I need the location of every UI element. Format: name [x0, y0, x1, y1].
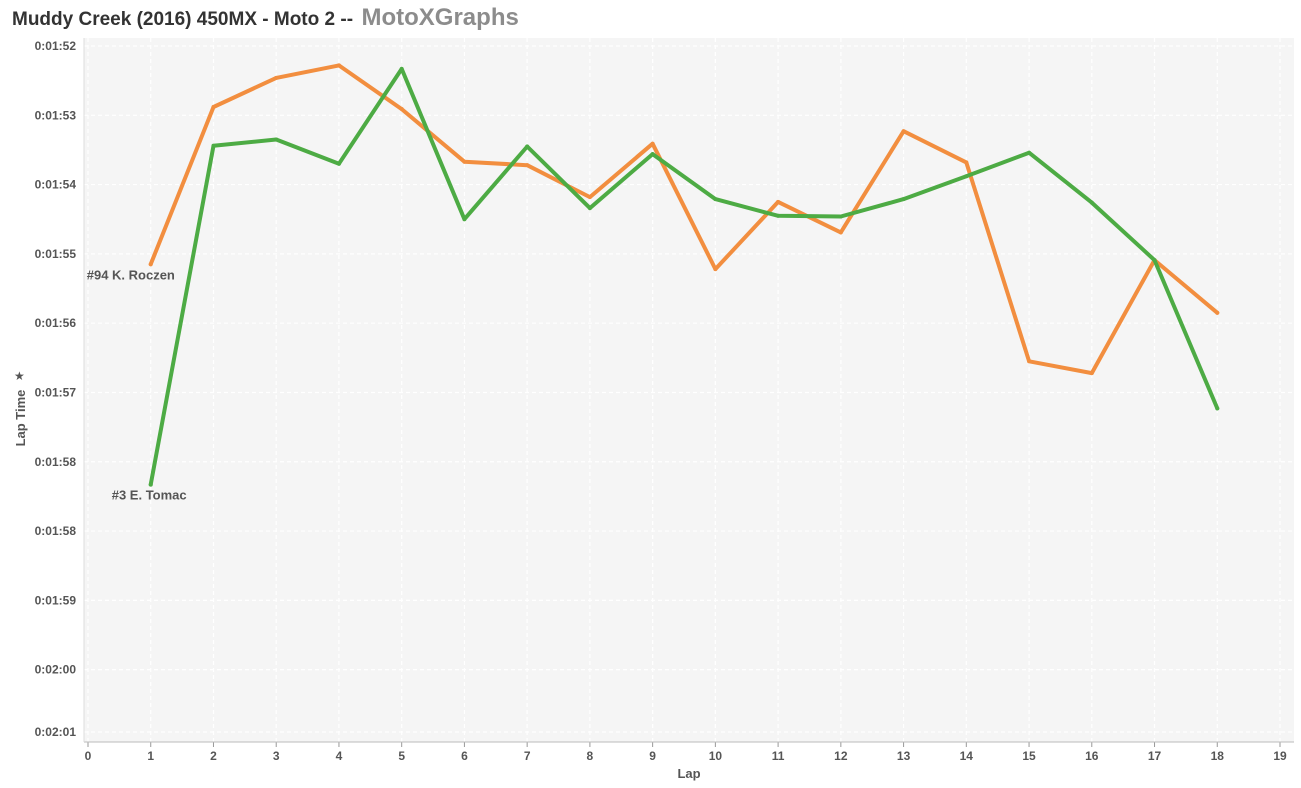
chart-title: Muddy Creek (2016) 450MX - Moto 2 -- Mot…	[12, 4, 519, 32]
data-point[interactable]	[1089, 200, 1094, 205]
y-tick-label: 0:01:58	[35, 455, 77, 469]
y-tick-label: 0:01:59	[35, 593, 77, 607]
data-point[interactable]	[650, 141, 655, 146]
axes: 0:01:52 0:01:53 0:01:54 0:01:55 0:01:56 0:01:…	[35, 38, 1294, 763]
y-tick-label: 0:01:54	[35, 178, 77, 192]
data-point[interactable]	[964, 160, 969, 165]
x-axis-title: Lap	[677, 766, 700, 781]
y-tick-label: 0:01:55	[35, 247, 77, 261]
x-tick-label: 14	[960, 749, 974, 763]
plot-area	[84, 38, 1294, 742]
data-point[interactable]	[964, 174, 969, 179]
y-tick-label: 0:01:53	[35, 108, 77, 122]
pin-icon[interactable]: ★	[14, 369, 25, 383]
data-point[interactable]	[901, 129, 906, 134]
data-point[interactable]	[462, 159, 467, 164]
series-labels: #94 K. Roczen #3 E. Tomac	[87, 267, 187, 502]
data-point[interactable]	[1215, 310, 1220, 315]
x-tick-label: 12	[834, 749, 848, 763]
data-point[interactable]	[838, 230, 843, 235]
series-label: #94 K. Roczen	[87, 267, 175, 282]
data-point[interactable]	[587, 195, 592, 200]
data-point[interactable]	[399, 107, 404, 112]
x-tick-label: 3	[273, 749, 280, 763]
series-line-tomac[interactable]	[148, 66, 1220, 487]
data-point[interactable]	[1027, 150, 1032, 155]
data-point[interactable]	[274, 137, 279, 142]
x-tick-label: 7	[524, 749, 531, 763]
data-point[interactable]	[148, 482, 153, 487]
data-point[interactable]	[1089, 371, 1094, 376]
x-tick-label: 5	[398, 749, 405, 763]
y-tick-label: 0:01:56	[35, 316, 77, 330]
data-point[interactable]	[274, 75, 279, 80]
data-point[interactable]	[336, 161, 341, 166]
x-tick-label: 11	[772, 749, 785, 763]
x-tick-label: 9	[649, 749, 656, 763]
y-axis-title-group: Lap Time ★	[13, 369, 28, 446]
data-point[interactable]	[525, 144, 530, 149]
data-point[interactable]	[776, 213, 781, 218]
y-tick-label: 0:02:01	[35, 725, 77, 739]
series-line-roczen[interactable]	[148, 63, 1220, 376]
data-point[interactable]	[776, 199, 781, 204]
series-label: #3 E. Tomac	[112, 488, 187, 503]
y-tick-label: 0:01:52	[35, 39, 77, 53]
chart-title-main: Muddy Creek (2016) 450MX - Moto 2 --	[12, 9, 354, 30]
y-axis-title: Lap Time	[13, 390, 28, 447]
data-point[interactable]	[462, 217, 467, 222]
data-point[interactable]	[336, 63, 341, 68]
y-tick-label: 0:01:58	[35, 524, 77, 538]
data-point[interactable]	[838, 214, 843, 219]
x-tick-label: 4	[336, 749, 343, 763]
y-tick-label: 0:01:57	[35, 385, 77, 399]
x-tick-label: 19	[1273, 749, 1287, 763]
data-point[interactable]	[713, 197, 718, 202]
y-tick-label: 0:02:00	[35, 663, 77, 677]
x-tick-label: 16	[1085, 749, 1099, 763]
data-point[interactable]	[211, 143, 216, 148]
x-tick-label: 6	[461, 749, 468, 763]
x-tick-label: 0	[85, 749, 92, 763]
data-point[interactable]	[525, 163, 530, 168]
x-tick-label: 8	[587, 749, 594, 763]
x-tick-label: 17	[1148, 749, 1162, 763]
series-lines	[148, 63, 1220, 487]
x-tick-label: 18	[1211, 749, 1225, 763]
data-point[interactable]	[901, 197, 906, 202]
x-tick-label: 2	[210, 749, 217, 763]
x-tick-label: 15	[1022, 749, 1036, 763]
data-point[interactable]	[399, 66, 404, 71]
data-point[interactable]	[211, 104, 216, 109]
x-tick-label: 13	[897, 749, 911, 763]
data-point[interactable]	[713, 267, 718, 272]
data-point[interactable]	[1152, 258, 1157, 263]
gridlines	[84, 38, 1294, 742]
x-tick-label: 10	[709, 749, 723, 763]
data-point[interactable]	[1215, 406, 1220, 411]
data-point[interactable]	[650, 152, 655, 157]
x-tick-label: 1	[147, 749, 154, 763]
data-point[interactable]	[1027, 359, 1032, 364]
data-point[interactable]	[587, 206, 592, 211]
data-point[interactable]	[148, 262, 153, 267]
chart-title-brand: MotoXGraphs	[361, 4, 519, 31]
